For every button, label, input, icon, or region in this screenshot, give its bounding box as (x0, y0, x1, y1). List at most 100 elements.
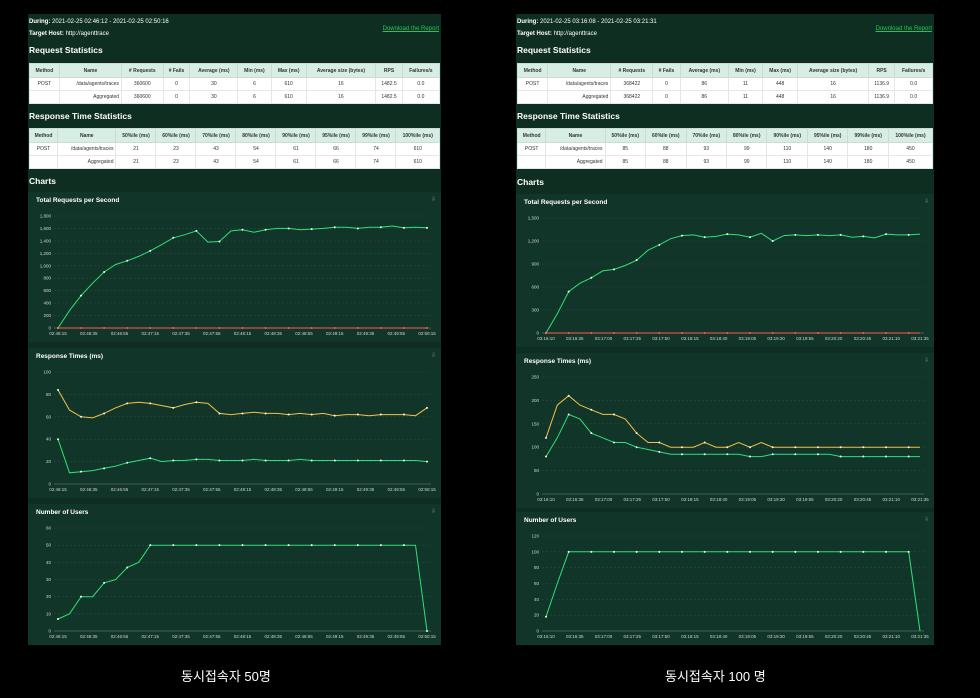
table-cell: 180 (847, 155, 889, 169)
x-tick-label: 02:46:55 (111, 487, 129, 492)
x-tick-label: 02:49:15 (326, 331, 344, 336)
column-header: Failures/s (894, 63, 933, 78)
data-point (195, 327, 198, 329)
data-point (817, 233, 819, 236)
table-cell: /data/agents/traces (57, 142, 117, 156)
table-cell: 0 (162, 90, 191, 104)
x-tick-label: 02:47:15 (141, 331, 159, 336)
data-point (885, 233, 887, 236)
x-tick-label: 03:20:45 (854, 634, 872, 639)
download-icon[interactable]: ⇩ (430, 197, 436, 203)
x-tick-label: 03:18:40 (710, 634, 728, 639)
table-cell: 0.0 (894, 77, 933, 91)
data-point (310, 228, 313, 231)
x-tick-label: 02:47:55 (203, 331, 221, 336)
table-cell: 86 (679, 77, 730, 91)
during-value: 2021-02-25 02:46:12 - 2021-02-25 02:50:1… (52, 19, 169, 25)
x-tick-label: 03:19:05 (739, 497, 757, 502)
data-point (862, 235, 865, 238)
x-tick-label: 03:17:25 (624, 497, 642, 502)
y-tick-label: 1,400 (40, 238, 52, 243)
data-point (241, 459, 244, 462)
data-point (567, 550, 570, 553)
table-cell: 99 (725, 142, 768, 156)
data-point (817, 550, 819, 553)
data-point (241, 544, 244, 547)
column-header: 80%ile (ms) (725, 128, 768, 143)
x-tick-label: 02:47:35 (172, 331, 190, 336)
table-cell: 85 (604, 155, 647, 169)
data-point (590, 276, 593, 279)
y-tick-label: 20 (46, 459, 52, 464)
y-tick-label: 10 (46, 611, 52, 616)
table-cell: POST (28, 142, 59, 156)
data-point (126, 402, 129, 405)
table-cell: 16 (305, 90, 377, 104)
response-time-statistics-title: Response Time Statistics (29, 111, 132, 121)
x-tick-label: 02:47:15 (141, 487, 159, 492)
x-tick-label: 02:48:55 (295, 487, 313, 492)
data-point (726, 446, 729, 449)
data-point (264, 228, 267, 231)
table-cell: 16 (797, 90, 869, 104)
table-cell: 1482.5 (375, 77, 403, 91)
table-cell: POST (516, 77, 549, 91)
table-cell (28, 155, 59, 169)
x-tick-label: 03:16:10 (537, 336, 555, 341)
data-point (749, 332, 751, 334)
y-tick-label: 300 (531, 308, 539, 313)
data-point (310, 413, 313, 416)
table-cell: 16 (797, 77, 869, 91)
download-icon[interactable]: ⇩ (430, 509, 436, 515)
table-cell: 360600 (121, 77, 164, 91)
download-icon[interactable]: ⇩ (923, 358, 929, 364)
y-tick-label: 100 (531, 445, 539, 450)
x-tick-label: 03:18:15 (681, 497, 699, 502)
download-report-link[interactable]: Download the Report (382, 26, 439, 32)
download-icon[interactable]: ⇩ (923, 517, 929, 523)
table-cell: 6 (237, 77, 272, 91)
x-tick-label: 03:21:35 (911, 634, 929, 639)
table-cell: 16 (305, 77, 377, 91)
y-tick-label: 600 (531, 285, 539, 290)
download-icon[interactable]: ⇩ (430, 353, 436, 359)
y-tick-label: 40 (46, 560, 52, 565)
chart-card-total-rps: Total Requests per Second ⇩ 0 300 600 900 1,20… (516, 194, 934, 347)
x-tick-label: 03:17:25 (624, 336, 642, 341)
table-cell: 450 (887, 142, 934, 156)
data-point (103, 581, 106, 584)
column-header: 60%ile (ms) (645, 128, 687, 143)
y-tick-label: 50 (46, 543, 52, 548)
data-point (703, 236, 706, 239)
y-tick-label: 20 (534, 613, 540, 618)
column-header: Name (58, 63, 123, 78)
data-point (613, 441, 615, 444)
download-report-link[interactable]: Download the Report (875, 26, 932, 32)
data-point (545, 615, 547, 618)
data-point (333, 544, 336, 547)
column-header: Average (ms) (189, 63, 239, 78)
x-tick-label: 03:20:45 (854, 497, 872, 502)
y-tick-label: 60 (46, 414, 52, 419)
column-header: 70%ile (ms) (685, 128, 728, 143)
caption-50-users: 동시접속자 50명 (181, 669, 271, 684)
column-header: Min (ms) (728, 63, 763, 78)
data-point (195, 458, 198, 461)
data-point (635, 332, 638, 334)
table-cell: POST (516, 142, 547, 156)
y-tick-label: 1,200 (528, 239, 540, 244)
data-point (287, 327, 290, 329)
table-cell: 66 (315, 155, 357, 169)
data-point (794, 550, 797, 553)
x-tick-label: 03:19:05 (739, 634, 757, 639)
series-line (545, 413, 920, 458)
data-point (426, 630, 428, 632)
x-tick-label: 03:19:30 (767, 497, 785, 502)
y-tick-label: 200 (43, 313, 51, 318)
data-point (567, 394, 570, 397)
chart-card-response-times: Response Times (ms) ⇩ 0 50 100 150 200 250 03:16… (516, 353, 934, 508)
response-time-statistics-title: Response Time Statistics (517, 111, 620, 121)
download-icon[interactable]: ⇩ (923, 199, 929, 205)
x-tick-label: 02:50:15 (418, 487, 436, 492)
data-point (149, 327, 152, 329)
